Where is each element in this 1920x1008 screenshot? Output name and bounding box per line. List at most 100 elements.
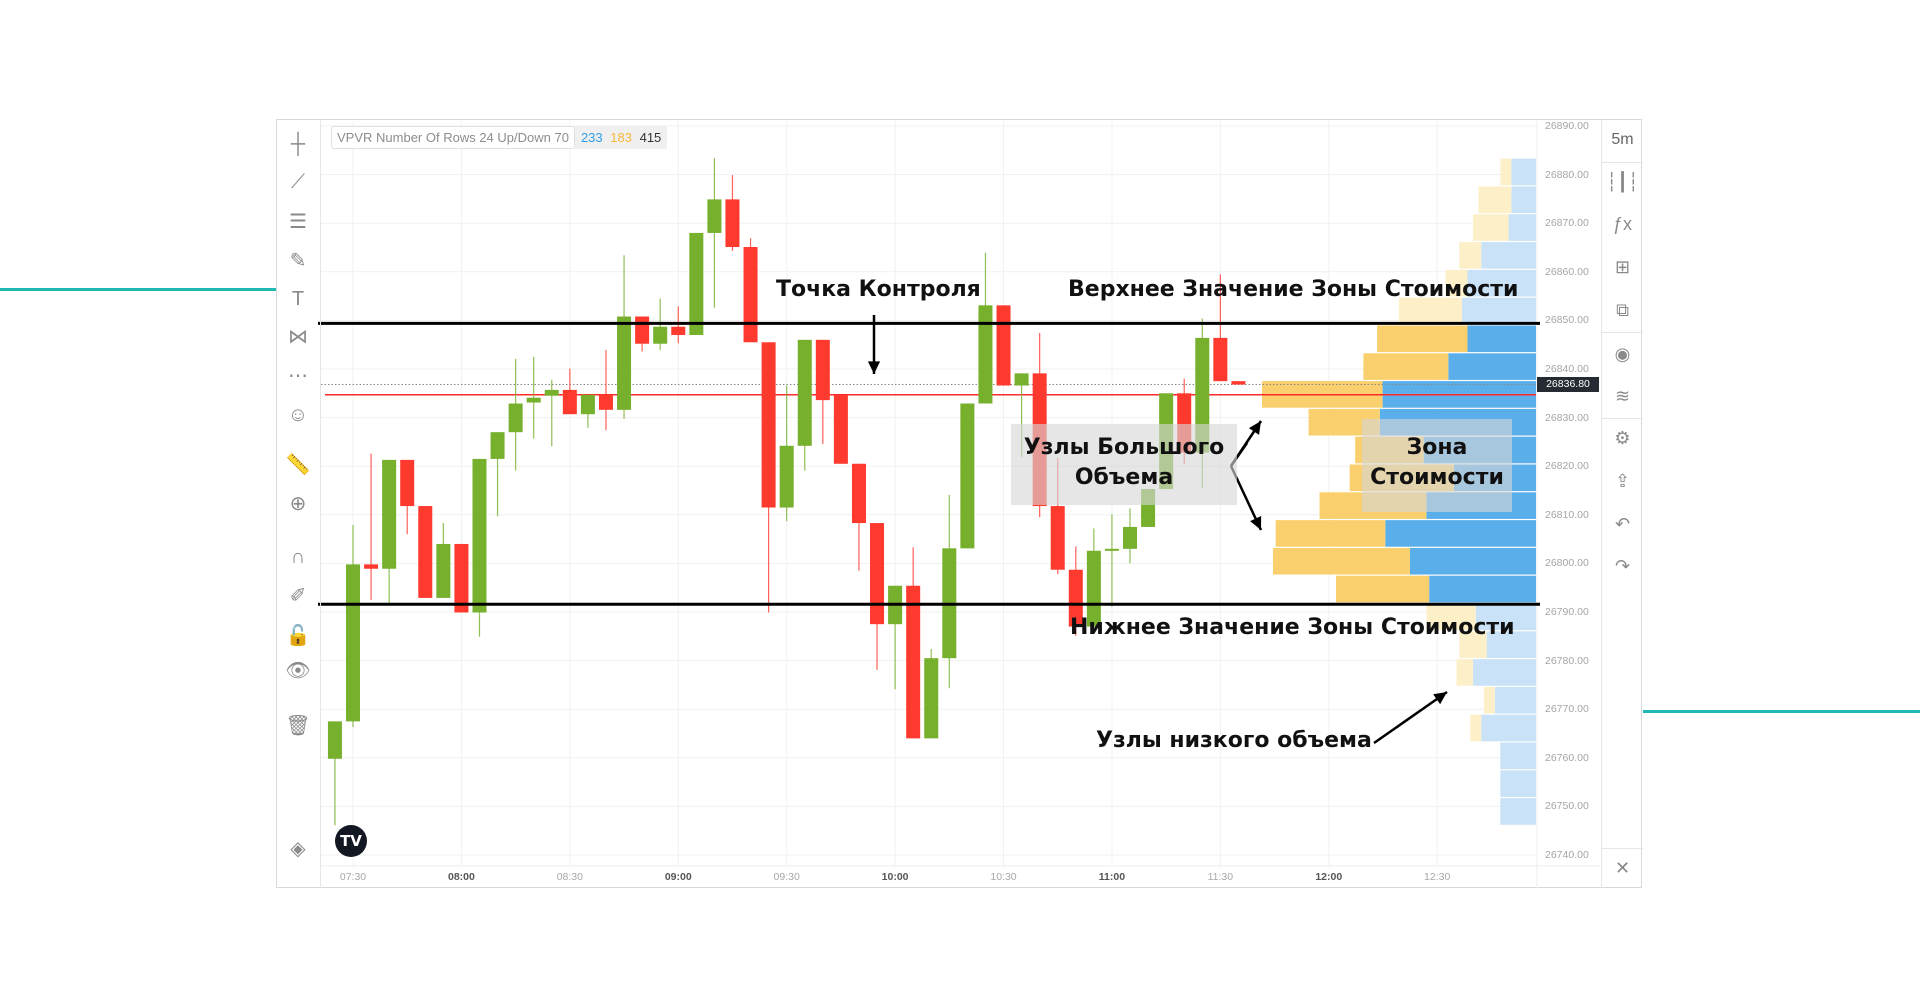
candle-down: [671, 326, 686, 335]
trash-icon[interactable]: 🗑: [285, 715, 311, 737]
brush-icon[interactable]: ✎: [289, 250, 307, 272]
price-tick-label: 26740.00: [1545, 849, 1589, 861]
gear-icon[interactable]: ⚙: [1614, 428, 1631, 448]
volume-profile-down-bar: [1459, 242, 1482, 269]
lock-drawing-icon[interactable]: ✐: [289, 585, 307, 607]
unlock-icon[interactable]: 🔓: [285, 625, 311, 647]
text-icon[interactable]: T: [291, 288, 305, 310]
compare-icon[interactable]: ⧉: [1616, 300, 1629, 320]
candle-down: [1231, 381, 1246, 385]
candle-up: [1195, 337, 1210, 453]
candles-icon[interactable]: ┆┃┆: [1606, 172, 1639, 192]
layers-icon[interactable]: ≋: [1614, 386, 1631, 406]
price-tick-label: 26840.00: [1545, 363, 1589, 375]
candle-down: [400, 459, 415, 507]
vah-label: Верхнее Значение Зоны Стоимости: [1068, 277, 1519, 302]
ruler-icon[interactable]: 📏: [285, 454, 311, 476]
candle-down: [1213, 337, 1228, 382]
down-volume-value: 183: [610, 129, 632, 145]
fit-icon[interactable]: ⊞: [1614, 257, 1631, 277]
parallel-lines-icon[interactable]: ☰: [289, 211, 307, 233]
fx-icon[interactable]: ƒx: [1612, 214, 1632, 234]
crosshair-icon[interactable]: ┼: [290, 133, 306, 155]
layers-icon[interactable]: ◈: [290, 838, 306, 860]
volume-profile-up-bar: [1472, 659, 1536, 686]
volume-profile-up-bar: [1500, 770, 1536, 797]
volume-profile-down-bar: [1470, 714, 1482, 742]
right-accent-line: [1643, 710, 1920, 713]
zoom-in-icon[interactable]: ⊕: [289, 493, 307, 515]
price-tick-label: 26800.00: [1545, 557, 1589, 570]
undo-icon[interactable]: ↶: [1614, 514, 1631, 534]
value-area-label-line2: Стоимости: [1370, 465, 1504, 490]
time-tick-label: 07:30: [339, 871, 367, 883]
volume-profile-down-bar: [1483, 686, 1495, 714]
price-tick-label: 26770.00: [1545, 703, 1589, 716]
toolbar-divider: [1602, 332, 1643, 333]
toolbar-divider: [1602, 418, 1643, 419]
volume-profile-up-bar: [1508, 214, 1536, 241]
up-volume-value: 233: [580, 129, 603, 145]
price-tick-label: 26830.00: [1545, 411, 1589, 424]
visibility-icon[interactable]: ◉: [1614, 344, 1631, 364]
volume-profile-up-bar: [1467, 325, 1536, 353]
candle-up: [508, 403, 523, 433]
volume-profile-down-bar: [1272, 547, 1410, 575]
time-tick-label: 11:30: [1207, 871, 1234, 883]
volume-profile-up-bar: [1486, 631, 1536, 658]
candle-up: [707, 199, 722, 233]
volume-profile-down-bar: [1363, 353, 1449, 380]
volume-profile-up-bar: [1385, 520, 1536, 547]
candle-up: [653, 326, 668, 344]
candle-down: [851, 463, 866, 524]
candle-down: [815, 339, 830, 401]
price-tick-label: 26750.00: [1545, 800, 1589, 813]
lvn-label: Узлы низкого объема: [1096, 728, 1372, 753]
volume-profile-down-bar: [1472, 214, 1509, 241]
redo-icon[interactable]: ↷: [1614, 556, 1631, 576]
hvn-label-line1: Узлы Большого: [1023, 435, 1225, 460]
candle-up: [580, 394, 595, 415]
candle-up: [617, 316, 632, 410]
pattern-icon[interactable]: ⋈: [288, 326, 308, 348]
close-icon[interactable]: ✕: [1614, 858, 1631, 878]
right-toolbar: 5m ┆┃┆ ƒx ⊞ ⧉ ◉ ≋ ⚙ ⇪ ↶ ↷ ✕: [1601, 120, 1643, 888]
value-area-label-line1: Зона: [1406, 435, 1468, 460]
candle-up: [526, 397, 541, 403]
candle-down: [364, 564, 379, 569]
indicator-legend[interactable]: VPVR Number Of Rows 24 Up/Down 70 233 18…: [331, 125, 668, 149]
time-tick-label: 09:30: [773, 871, 800, 883]
candle-up: [797, 339, 812, 446]
total-volume-value: 415: [639, 129, 662, 145]
price-tick-label: 26760.00: [1545, 751, 1589, 764]
volume-profile-down-bar: [1377, 325, 1468, 353]
tradingview-logo[interactable]: TV: [335, 825, 367, 857]
interval-button[interactable]: 5m: [1611, 131, 1634, 148]
candle-up: [1086, 550, 1101, 627]
emoji-icon[interactable]: ☺: [287, 404, 309, 426]
candle-up: [978, 305, 993, 404]
candle-up: [436, 543, 451, 598]
candle-down: [743, 247, 758, 343]
volume-profile-up-bar: [1511, 186, 1536, 214]
eye-icon[interactable]: 👁: [285, 660, 311, 682]
time-tick-label: 10:30: [990, 871, 1017, 883]
magnet-icon[interactable]: ∩: [290, 546, 306, 568]
fib-icon[interactable]: ⋯: [288, 365, 308, 387]
share-icon[interactable]: ⇪: [1614, 471, 1631, 491]
candle-up: [327, 721, 342, 759]
candle-up: [490, 432, 505, 459]
candle-up: [779, 445, 794, 508]
indicator-name[interactable]: VPVR Number Of Rows 24 Up/Down 70: [331, 125, 575, 149]
volume-profile-up-bar: [1448, 353, 1536, 380]
candle-down: [562, 389, 577, 415]
candle-up: [346, 564, 360, 722]
volume-profile-up-bar: [1494, 686, 1536, 714]
volume-profile-down-bar: [1445, 269, 1468, 297]
volume-profile-down-bar: [1426, 603, 1476, 631]
trendline-icon[interactable]: ⟋: [291, 171, 305, 193]
hvn-arrow-up-head: [1248, 421, 1261, 435]
price-tick-label: 26880.00: [1545, 168, 1589, 181]
lvn-arrow-head: [1433, 692, 1447, 705]
